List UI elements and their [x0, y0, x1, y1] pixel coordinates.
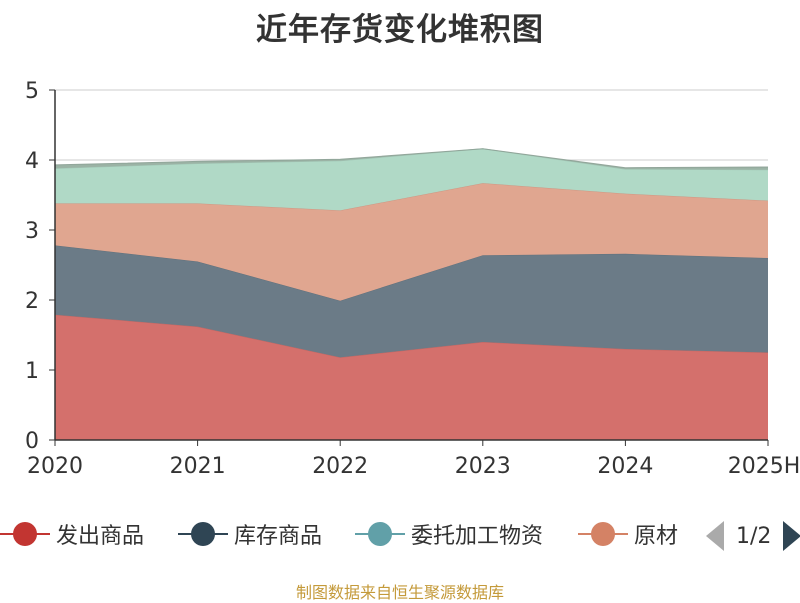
x-tick-label: 2022 — [312, 454, 368, 479]
y-tick-label: 4 — [25, 149, 39, 174]
y-tick-label: 0 — [25, 429, 39, 454]
x-tick-label: 2023 — [455, 454, 511, 479]
source-note: 制图数据来自恒生聚源数据库 — [295, 583, 504, 602]
x-tick-label: 2024 — [597, 454, 653, 479]
chart-title: 近年存货变化堆积图 — [256, 12, 544, 48]
y-tick-label: 3 — [25, 219, 39, 244]
legend-next-page-button[interactable] — [783, 521, 800, 551]
y-tick-label: 1 — [25, 359, 39, 384]
legend-item[interactable]: 原材 — [578, 514, 678, 554]
legend-page-indicator: 1/2 — [736, 523, 772, 549]
legend-item[interactable]: 发出商品 — [0, 514, 144, 554]
x-tick-label: 2025H — [728, 454, 800, 479]
legend: 发出商品 库存商品 委托加工物资 原材 — [0, 514, 800, 554]
legend-label: 发出商品 — [56, 524, 145, 549]
legend-label: 库存商品 — [234, 524, 323, 549]
legend-prev-page-button[interactable] — [706, 521, 724, 551]
legend-marker-icon — [578, 522, 628, 546]
y-tick-label: 5 — [25, 79, 39, 104]
area-series-1 — [55, 245, 768, 358]
legend-marker-icon — [0, 522, 50, 546]
line-series-4 — [54, 148, 769, 169]
legend-item[interactable]: 库存商品 — [178, 514, 322, 554]
x-tick-label: 2021 — [170, 454, 226, 479]
legend-label: 委托加工物资 — [411, 524, 544, 549]
y-tick-label: 2 — [25, 289, 39, 314]
legend-marker-icon — [178, 522, 228, 546]
x-tick-label: 2020 — [27, 454, 83, 479]
area-series-0 — [55, 314, 768, 440]
legend-item[interactable]: 委托加工物资 — [355, 514, 543, 554]
legend-marker-icon — [355, 522, 405, 546]
legend-pager: 1/2 — [700, 518, 800, 554]
legend-label: 原材 — [634, 524, 679, 549]
area-series-2 — [55, 183, 768, 301]
